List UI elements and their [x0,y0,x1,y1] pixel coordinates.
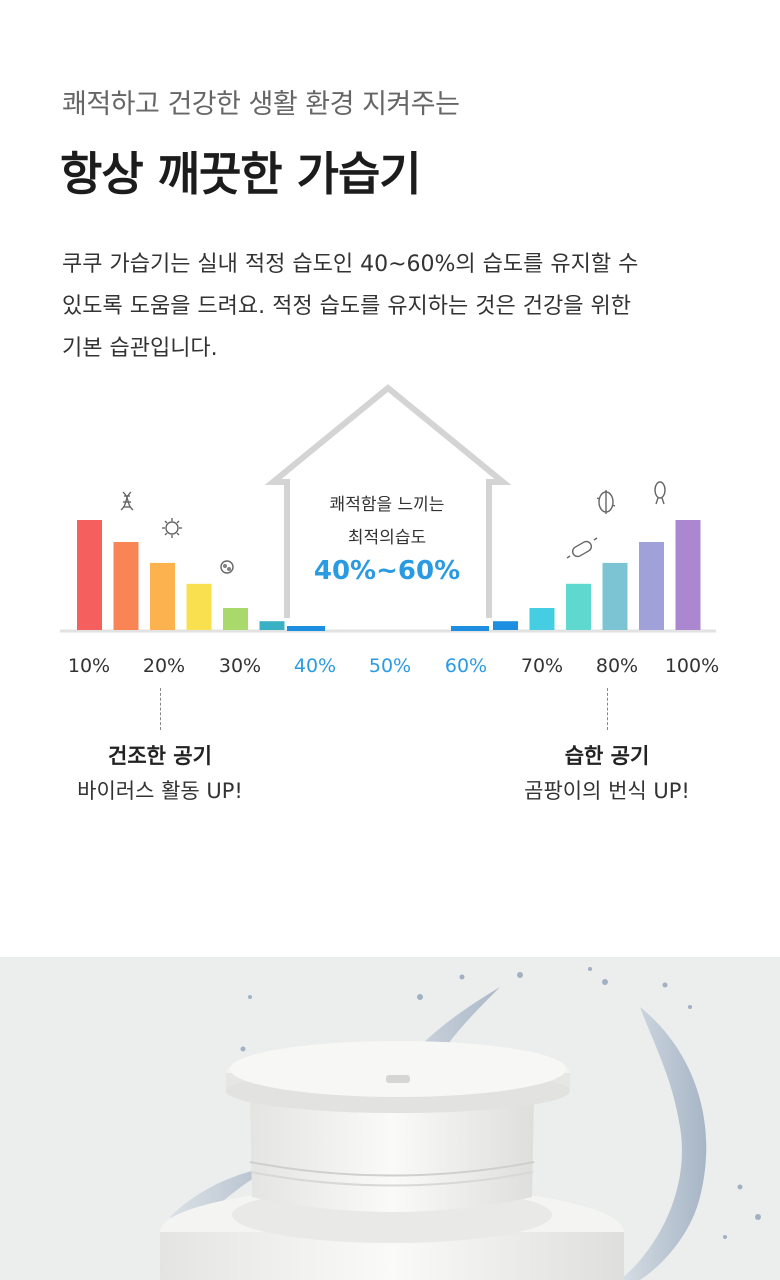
house-caption-line1: 쾌적함을 느끼는 [329,495,445,515]
microbe-icon [654,481,666,505]
optimal-baseline-left [287,626,325,631]
humid-indicator-line [607,688,608,730]
section-subtitle: 쾌적하고 건강한 생활 환경 지켜주는 [62,89,460,120]
humidity-chart [60,384,716,633]
house-outline [264,384,512,618]
germ-icon [220,560,234,574]
bacillus-icon [566,537,598,559]
dry-bar [259,621,285,630]
dry-zone-title: 건조한 공기 [108,744,212,768]
humid-bar [493,621,518,630]
humid-bar [602,562,628,630]
dry-bar [150,562,175,630]
tick-label: 20% [142,655,186,677]
water-splash-right [620,1007,707,1280]
dry-bars [77,520,285,630]
description-line: 있도록 도움을 드려요. 적정 습도를 유지하는 것은 건강을 위한 [62,294,631,319]
description-line: 쿠쿠 가습기는 실내 적정 습도인 40~60%의 습도를 유지할 수 [62,252,639,277]
dry-bar [186,583,212,630]
mist-outlet [386,1075,410,1083]
humid-bar [566,583,591,630]
dry-bar [77,520,102,630]
virus-icon [120,491,134,511]
humid-zone-title: 습한 공기 [564,744,650,768]
tick-label: 40% [293,655,337,677]
mold-icon [596,490,616,514]
water-droplets [240,967,761,1239]
optimal-baseline-right [451,626,489,631]
description: 쿠쿠 가습기는 실내 적정 습도인 40~60%의 습도를 유지할 수 있도록 … [62,244,702,370]
humid-bar [529,608,555,630]
humid-bar [639,542,664,630]
humidifier-illustration [160,967,761,1280]
tick-label: 30% [218,655,262,677]
product-image [0,957,780,1280]
humid-zone-desc: 곰팡이의 번식 UP! [524,779,690,803]
tick-label: 80% [595,655,639,677]
tick-label: 10% [67,655,111,677]
humid-bar [675,520,701,630]
optimal-humidity-range: 40%~60% [313,556,461,586]
section-title: 항상 깨끗한 가습기 [60,147,422,201]
tick-label: 100% [664,655,720,677]
dry-indicator-line [160,688,161,730]
bacteria-icon [162,518,182,538]
humid-bars [493,520,701,630]
tick-label: 70% [520,655,564,677]
tick-label: 50% [368,655,412,677]
house-caption-line2: 최적의습도 [347,528,427,548]
dry-bar [223,608,248,630]
description-line: 기본 습관입니다. [62,336,218,361]
dry-bar [113,542,139,630]
tick-label: 60% [444,655,488,677]
dry-zone-desc: 바이러스 활동 UP! [77,779,243,803]
humidifier-body [250,1097,534,1212]
